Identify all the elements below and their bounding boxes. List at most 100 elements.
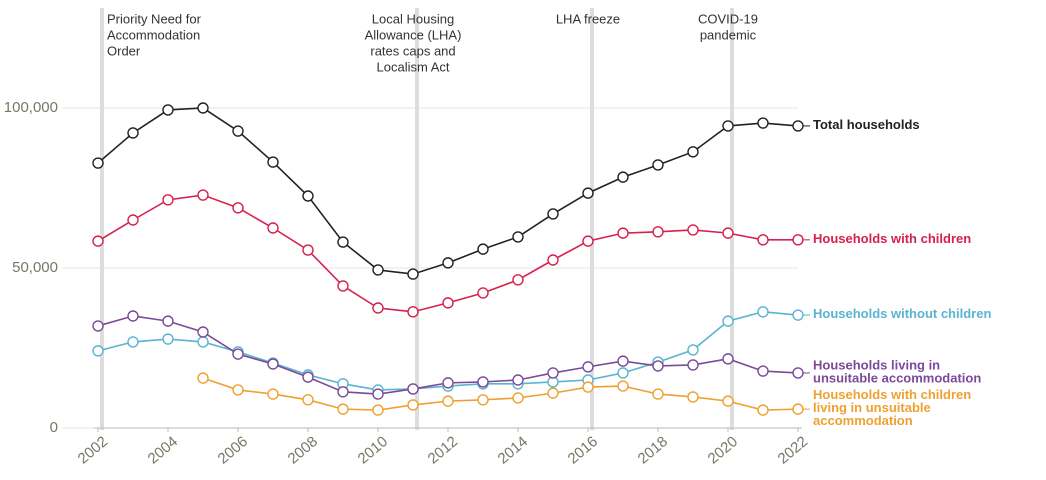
x-tick-label: 2006	[215, 433, 251, 467]
data-point	[687, 146, 699, 158]
data-point	[582, 361, 594, 373]
y-tick-label: 50,000	[12, 259, 58, 276]
data-point	[757, 117, 769, 129]
data-point	[337, 280, 349, 292]
data-point	[92, 345, 104, 357]
data-point	[407, 306, 419, 318]
data-point	[582, 381, 594, 393]
series-label-line: Households with children	[813, 231, 971, 246]
annotation-text: Localism Act	[377, 59, 450, 74]
data-point	[197, 372, 209, 384]
data-point	[267, 156, 279, 168]
data-point	[687, 224, 699, 236]
data-point	[582, 235, 594, 247]
series-label-line: Households living in	[813, 358, 940, 373]
data-point	[722, 315, 734, 327]
data-point	[477, 243, 489, 255]
annotation-text: Priority Need for	[107, 11, 202, 26]
data-point	[302, 394, 314, 406]
data-point	[652, 159, 664, 171]
data-point	[127, 214, 139, 226]
y-tick-label: 0	[50, 419, 58, 436]
series-label: Households with children living in unsuit…	[813, 388, 971, 429]
data-point	[652, 226, 664, 238]
data-point	[407, 268, 419, 280]
series-label: Households with children	[813, 231, 971, 246]
data-point	[512, 392, 524, 404]
x-tick-label: 2008	[285, 433, 321, 467]
data-point	[792, 309, 804, 321]
data-point	[652, 360, 664, 372]
x-tick-label: 2014	[495, 433, 531, 467]
data-point	[617, 227, 629, 239]
data-point	[792, 367, 804, 379]
series-label: Total households	[813, 117, 920, 132]
data-point	[722, 353, 734, 365]
data-point	[477, 287, 489, 299]
data-point	[267, 222, 279, 234]
x-tick-label: 2020	[705, 433, 741, 467]
series-line	[202, 377, 799, 411]
data-point	[162, 194, 174, 206]
data-point	[162, 104, 174, 116]
data-point	[267, 358, 279, 370]
data-point	[337, 236, 349, 248]
annotation-text: rates caps and	[370, 43, 455, 58]
data-point	[162, 333, 174, 345]
data-point	[687, 391, 699, 403]
x-tick-label: 2012	[425, 433, 461, 467]
data-point	[757, 234, 769, 246]
data-point	[302, 244, 314, 256]
x-tick-label: 2022	[775, 433, 811, 467]
data-point	[792, 403, 804, 415]
annotation-text: COVID-19	[698, 11, 758, 26]
series-label-line: accommodation	[813, 414, 913, 429]
data-point	[512, 231, 524, 243]
data-point	[757, 306, 769, 318]
series-label-line: living in unsuitable	[813, 401, 931, 416]
data-point	[407, 383, 419, 395]
data-point	[232, 384, 244, 396]
data-point	[792, 120, 804, 132]
data-point	[302, 190, 314, 202]
data-point	[547, 254, 559, 266]
data-point	[92, 157, 104, 169]
data-point	[232, 348, 244, 360]
data-point	[722, 227, 734, 239]
data-point	[547, 367, 559, 379]
y-tick-label: 100,000	[4, 99, 58, 116]
series-label: Households without children	[813, 306, 991, 321]
x-tick-label: 2004	[145, 433, 181, 467]
data-point	[687, 344, 699, 356]
annotation-text: LHA freeze	[556, 11, 620, 26]
x-tick-label: 2016	[565, 433, 601, 467]
data-point	[197, 102, 209, 114]
data-point	[127, 336, 139, 348]
data-point	[547, 208, 559, 220]
data-point	[757, 404, 769, 416]
x-tick-label: 2002	[75, 433, 111, 467]
data-point	[407, 399, 419, 411]
data-point	[372, 388, 384, 400]
data-point	[477, 394, 489, 406]
data-point	[442, 377, 454, 389]
data-point	[617, 355, 629, 367]
data-point	[267, 388, 279, 400]
data-point	[442, 257, 454, 269]
data-point	[197, 336, 209, 348]
data-point	[757, 365, 769, 377]
x-tick-label: 2010	[355, 433, 391, 467]
series-label: Households living in unsuitable accommoda…	[813, 358, 981, 386]
data-point	[337, 386, 349, 398]
data-point	[372, 264, 384, 276]
data-point	[197, 189, 209, 201]
data-point	[302, 371, 314, 383]
data-point	[372, 302, 384, 314]
series-label-line: Households with children	[813, 388, 971, 403]
series-label-line: Total households	[813, 117, 920, 132]
data-point	[127, 310, 139, 322]
series-line	[97, 194, 798, 313]
data-point	[162, 315, 174, 327]
data-point	[92, 235, 104, 247]
data-point	[127, 127, 139, 139]
